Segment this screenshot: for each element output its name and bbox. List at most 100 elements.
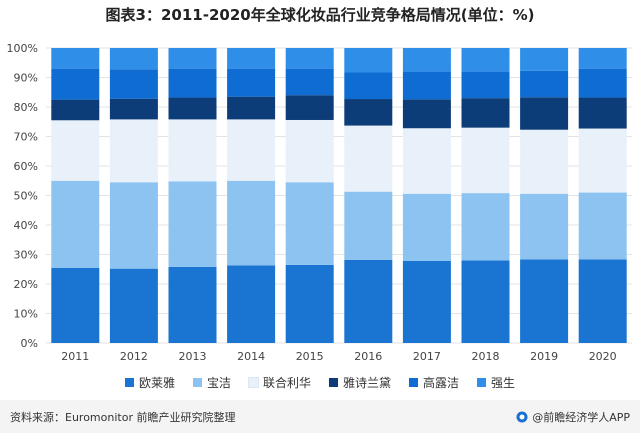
y-tick-label: 30% bbox=[14, 249, 38, 262]
bar-segment bbox=[402, 128, 451, 194]
bar-segment bbox=[344, 125, 393, 192]
legend-swatch bbox=[247, 377, 259, 388]
brand-logo-icon bbox=[516, 411, 528, 423]
bar-segment bbox=[578, 259, 627, 343]
x-tick-label: 2017 bbox=[413, 350, 441, 363]
y-tick-label: 0% bbox=[21, 337, 38, 350]
legend-label: 雅诗兰黛 bbox=[343, 376, 392, 390]
x-tick-label: 2018 bbox=[472, 350, 500, 363]
bar-segment bbox=[51, 267, 100, 343]
bar-segment bbox=[578, 97, 627, 129]
bar-segment bbox=[402, 193, 451, 261]
bar-segment bbox=[51, 99, 100, 121]
bar-segment bbox=[285, 264, 334, 343]
bar-segment bbox=[227, 180, 276, 266]
bar-segment bbox=[520, 129, 569, 194]
bar-segment bbox=[344, 72, 393, 100]
legend-label: 高露洁 bbox=[423, 376, 460, 390]
legend-item: 宝洁 bbox=[192, 374, 231, 391]
bar-segment bbox=[344, 99, 393, 126]
bar-segment bbox=[168, 97, 217, 120]
bar-segment bbox=[51, 48, 100, 69]
bars-layer bbox=[51, 48, 627, 343]
y-tick-label: 10% bbox=[14, 308, 38, 321]
legend-label: 欧莱雅 bbox=[138, 376, 175, 390]
x-tick-label: 2011 bbox=[61, 350, 89, 363]
bar-segment bbox=[51, 68, 100, 100]
x-tick-label: 2014 bbox=[237, 350, 265, 363]
bar-segment bbox=[168, 119, 217, 182]
bar-segment bbox=[344, 191, 393, 260]
bar-segment bbox=[461, 127, 510, 194]
y-tick-label: 40% bbox=[14, 219, 38, 232]
bar-segment bbox=[285, 182, 334, 265]
source-note: 资料来源：Euromonitor 前瞻产业研究院整理 bbox=[10, 411, 236, 424]
legend-swatch bbox=[477, 378, 487, 387]
legend-swatch bbox=[329, 378, 338, 387]
y-tick-label: 90% bbox=[14, 72, 38, 85]
legend-item: 欧莱雅 bbox=[124, 374, 175, 391]
bar-segment bbox=[461, 98, 510, 128]
bar-segment bbox=[461, 260, 510, 343]
bar-segment bbox=[109, 182, 158, 269]
x-tick-label: 2019 bbox=[530, 350, 558, 363]
bar-segment bbox=[578, 192, 627, 260]
bar-segment bbox=[461, 48, 510, 72]
x-tick-label: 2015 bbox=[296, 350, 324, 363]
bar-segment bbox=[285, 95, 334, 120]
bar-segment bbox=[402, 71, 451, 100]
legend-label: 宝洁 bbox=[206, 376, 231, 390]
legend-label: 强生 bbox=[491, 376, 516, 390]
legend-swatch bbox=[192, 378, 202, 387]
x-axis-ticks: 2011 2012 2013 2014 2015 2016 2017 2018 2019 2020 bbox=[61, 350, 616, 363]
bar-segment bbox=[168, 48, 217, 69]
bar-segment bbox=[51, 120, 100, 181]
x-tick-label: 2012 bbox=[120, 350, 148, 363]
bar-segment bbox=[461, 193, 510, 261]
bar-segment bbox=[168, 68, 217, 98]
bar-segment bbox=[520, 97, 569, 130]
bar-segment bbox=[285, 119, 334, 183]
y-tick-label: 60% bbox=[14, 160, 38, 173]
footer: 资料来源：Euromonitor 前瞻产业研究院整理 @前瞻经济学人APP bbox=[0, 400, 640, 433]
bar-segment bbox=[227, 119, 276, 181]
bar-segment bbox=[227, 265, 276, 343]
bar-segment bbox=[402, 99, 451, 129]
chart-title: 图表3：2011-2020年全球化妆品行业竞争格局情况(单位：%) bbox=[105, 6, 535, 24]
x-tick-label: 2020 bbox=[589, 350, 617, 363]
chart-legend: 欧莱雅 宝洁 联合利华 雅诗兰黛 高露洁 强生 bbox=[0, 374, 640, 391]
bar-segment bbox=[109, 119, 158, 183]
bar-segment bbox=[344, 259, 393, 343]
x-tick-label: 2013 bbox=[179, 350, 207, 363]
bar-segment bbox=[578, 128, 627, 193]
legend-label: 联合利华 bbox=[262, 376, 311, 390]
bar-segment bbox=[520, 48, 569, 71]
bar-segment bbox=[578, 48, 627, 69]
legend-swatch bbox=[409, 378, 419, 387]
bar-segment bbox=[227, 96, 276, 120]
brand-text: @前瞻经济学人APP bbox=[532, 411, 630, 424]
bar-segment bbox=[402, 48, 451, 72]
legend-item: 联合利华 bbox=[247, 374, 311, 391]
y-tick-label: 80% bbox=[14, 101, 38, 114]
legend-swatch bbox=[124, 378, 134, 387]
bar-segment bbox=[285, 68, 334, 96]
y-tick-label: 50% bbox=[14, 190, 38, 203]
y-tick-label: 20% bbox=[14, 278, 38, 291]
bar-segment bbox=[168, 181, 217, 267]
legend-item: 高露洁 bbox=[409, 374, 459, 391]
bar-segment bbox=[344, 48, 393, 73]
stacked-bar-chart: 0%10%20%30%40%50%60%70%80%90%100% 2011 20… bbox=[7, 42, 632, 363]
bar-segment bbox=[109, 48, 158, 70]
x-tick-label: 2016 bbox=[354, 350, 382, 363]
bar-segment bbox=[520, 193, 569, 260]
legend-item: 强生 bbox=[477, 374, 515, 391]
bar-segment bbox=[285, 48, 334, 69]
bar-segment bbox=[402, 260, 451, 343]
bar-segment bbox=[578, 68, 627, 98]
bar-segment bbox=[109, 268, 158, 343]
bar-segment bbox=[168, 266, 217, 343]
bar-segment bbox=[51, 180, 100, 268]
bar-segment bbox=[109, 69, 158, 99]
bar-segment bbox=[227, 68, 276, 97]
